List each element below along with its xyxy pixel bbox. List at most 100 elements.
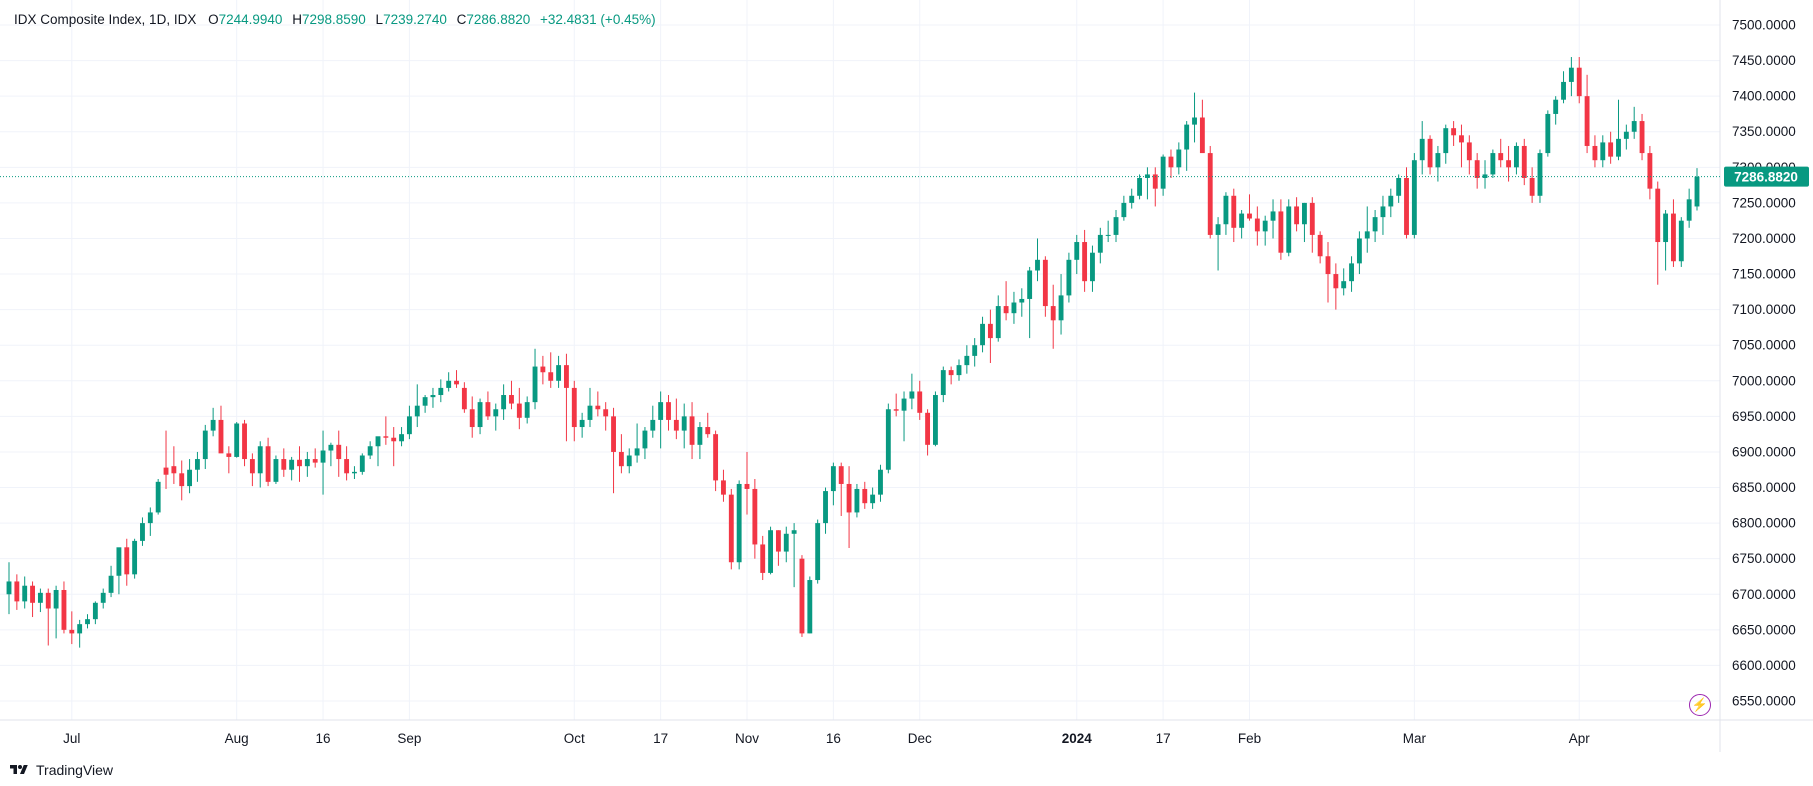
y-tick-label: 6900.0000 xyxy=(1732,444,1796,459)
candle-body xyxy=(1671,213,1676,262)
candle-body xyxy=(1027,270,1033,299)
candle-body xyxy=(297,459,302,467)
candle-body xyxy=(37,592,43,603)
candle-body xyxy=(242,423,247,460)
candle-body xyxy=(1419,138,1425,161)
candle-body xyxy=(713,434,719,481)
x-tick-label: Dec xyxy=(908,731,932,746)
candle-body xyxy=(1184,124,1190,150)
candle-body xyxy=(752,488,758,545)
candle-body xyxy=(1278,211,1284,253)
candle-body xyxy=(626,455,632,467)
candle-body xyxy=(289,459,295,470)
candle-body xyxy=(548,372,554,381)
candle-body xyxy=(352,471,357,474)
y-tick-label: 7050.0000 xyxy=(1732,338,1796,353)
x-tick-label: Oct xyxy=(564,731,585,746)
y-tick-label: 7250.0000 xyxy=(1732,195,1796,210)
candle-body xyxy=(1019,298,1025,303)
x-tick-label: Jul xyxy=(63,731,80,746)
candle-body xyxy=(328,444,334,451)
candle-body xyxy=(1592,145,1598,161)
candle-body xyxy=(603,409,609,417)
candle-body xyxy=(1435,153,1441,168)
candle-body xyxy=(85,619,90,625)
candle-body xyxy=(249,459,255,474)
candle-body xyxy=(532,366,538,403)
candle-body xyxy=(1286,206,1292,253)
x-tick-label: Mar xyxy=(1403,731,1427,746)
candle-body xyxy=(1466,142,1472,161)
candle-body xyxy=(1168,156,1174,168)
candle-body xyxy=(116,547,122,576)
y-tick-label: 6600.0000 xyxy=(1732,658,1796,673)
candle-body xyxy=(862,488,868,504)
candle-body xyxy=(1042,259,1048,307)
candle-body xyxy=(461,387,467,410)
candle-body xyxy=(414,405,420,417)
tradingview-brand[interactable]: TradingView xyxy=(8,762,113,778)
candle-body xyxy=(454,380,459,385)
candle-body xyxy=(179,473,185,487)
candle-body xyxy=(728,494,734,563)
candle-body xyxy=(1090,252,1095,282)
candle-body xyxy=(948,370,954,376)
last-price-badge xyxy=(1724,166,1809,187)
candle-body xyxy=(823,491,828,524)
high-label: H xyxy=(292,12,302,27)
brand-name: TradingView xyxy=(36,762,114,778)
last-price-label: 7286.8820 xyxy=(1734,170,1798,185)
candle-body xyxy=(1663,213,1669,243)
candle-body xyxy=(1655,188,1661,243)
y-tick-label: 6700.0000 xyxy=(1732,587,1796,602)
candle-body xyxy=(579,419,585,428)
x-tick-label: Aug xyxy=(225,731,249,746)
candle-body xyxy=(1309,202,1315,235)
y-tick-label: 7000.0000 xyxy=(1732,373,1796,388)
candle-body xyxy=(53,589,59,609)
candle-body xyxy=(1427,138,1433,168)
candle-body xyxy=(556,365,562,381)
candle-body xyxy=(1639,121,1645,154)
open-label: O xyxy=(208,12,219,27)
candle-body xyxy=(1317,234,1323,257)
candle-body xyxy=(1113,217,1119,235)
candle-body xyxy=(344,459,350,474)
candle-body xyxy=(1129,195,1135,203)
candle-body xyxy=(830,466,836,492)
candle-body xyxy=(509,395,514,404)
candle-body xyxy=(30,585,35,603)
y-tick-label: 6850.0000 xyxy=(1732,480,1796,495)
candle-body xyxy=(1215,224,1221,235)
candle-body xyxy=(501,395,507,410)
lightning-icon[interactable]: ⚡ xyxy=(1689,694,1711,716)
candle-body xyxy=(1513,145,1519,168)
candle-body xyxy=(100,592,106,603)
candle-body xyxy=(815,523,821,581)
candle-body xyxy=(1207,153,1213,235)
y-tick-label: 7500.0000 xyxy=(1732,18,1796,33)
candle-body xyxy=(1647,153,1653,189)
candle-body xyxy=(304,459,310,467)
candle-body xyxy=(493,409,499,417)
candle-body xyxy=(744,483,750,489)
candle-body xyxy=(1474,160,1480,178)
candle-body xyxy=(516,403,522,418)
candle-body xyxy=(1584,96,1590,146)
candle-body xyxy=(1576,67,1582,97)
symbol-title: IDX Composite Index, 1D, IDX xyxy=(14,12,197,27)
candle-body xyxy=(524,402,530,418)
candle-body xyxy=(1325,256,1331,275)
candle-body xyxy=(1686,199,1692,221)
candle-body xyxy=(140,523,145,541)
candle-body xyxy=(933,395,938,445)
candle-body xyxy=(1411,160,1417,235)
candle-body xyxy=(1239,213,1245,228)
candle-body xyxy=(650,419,656,431)
candle-body xyxy=(218,419,224,454)
candle-body xyxy=(1498,153,1504,161)
candle-body xyxy=(799,558,805,634)
candle-body xyxy=(666,402,671,420)
candle-body xyxy=(430,395,436,398)
